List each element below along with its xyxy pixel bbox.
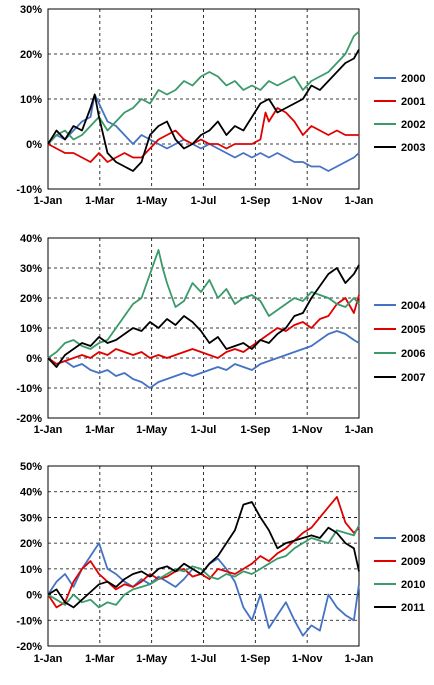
legend-label-2000: 2000 — [401, 73, 425, 85]
y-tick-label: -10% — [16, 615, 42, 627]
series-line-2009 — [47, 495, 360, 609]
y-tick-label: 10% — [20, 94, 42, 106]
x-tick-label: 1-Jan — [34, 424, 63, 436]
legend-label-2002: 2002 — [401, 119, 425, 131]
plot-area-frame — [47, 237, 360, 419]
y-tick-label: 50% — [20, 461, 42, 473]
x-tick-label: 1-Sep — [240, 653, 270, 665]
legend-label-2008: 2008 — [401, 533, 425, 545]
y-tick-label: 30% — [20, 263, 42, 275]
y-tick-label: -10% — [16, 184, 42, 196]
x-tick-label: 1-Mar — [85, 653, 115, 665]
x-tick-label: 1-May — [136, 653, 168, 665]
chart-panel-3: -20% -10% 0% 10% 20% 30% 40% 50% 1-Jan 1-Mar 1-May… — [16, 461, 425, 665]
x-tick-label: 1-Mar — [85, 424, 115, 436]
series-line-2005 — [47, 294, 360, 365]
x-tick-label: 1-Jan — [34, 653, 63, 665]
x-tick-label: 1-May — [136, 195, 168, 207]
legend-label-2009: 2009 — [401, 556, 425, 568]
y-tick-label: -10% — [16, 383, 42, 395]
plot-area-frame — [47, 8, 360, 190]
series-line-2003 — [47, 49, 360, 172]
x-tick-label: 1-Sep — [240, 424, 270, 436]
legend-label-2005: 2005 — [401, 324, 425, 336]
y-tick-label: 10% — [20, 323, 42, 335]
y-tick-label: 0% — [26, 353, 42, 365]
y-tick-label: 10% — [20, 564, 42, 576]
x-tick-label: 1-Sep — [240, 195, 270, 207]
x-tick-label: 1-Jan — [345, 424, 374, 436]
y-tick-label: -20% — [16, 641, 42, 653]
series-line-2007 — [47, 264, 360, 368]
series-line-2011 — [47, 501, 360, 609]
y-tick-label: -20% — [16, 413, 42, 425]
y-tick-label: 40% — [20, 487, 42, 499]
legend-label-2004: 2004 — [401, 300, 426, 312]
series-line-2010 — [47, 524, 360, 609]
x-tick-label: 1-Nov — [292, 195, 323, 207]
legend-label-2007: 2007 — [401, 372, 425, 384]
legend-label-2006: 2006 — [401, 348, 425, 360]
x-tick-label: 1-Jan — [34, 195, 63, 207]
y-tick-label: 20% — [20, 49, 42, 61]
chart-panel-1: -10% 0% 10% 20% 30% 1-Jan 1-Mar 1-May 1-Jul 1-Sep… — [16, 4, 425, 207]
y-tick-label: 20% — [20, 293, 42, 305]
plot-area-frame — [47, 465, 360, 647]
legend-label-2010: 2010 — [401, 579, 425, 591]
y-tick-label: 40% — [20, 233, 42, 245]
series-line-2001 — [47, 107, 359, 163]
legend-label-2001: 2001 — [401, 96, 425, 108]
x-tick-label: 1-Mar — [85, 195, 115, 207]
y-tick-label: 30% — [20, 4, 42, 16]
x-tick-label: 1-Jan — [345, 195, 374, 207]
y-tick-label: 20% — [20, 538, 42, 550]
x-tick-label: 1-May — [136, 424, 168, 436]
x-tick-label: 1-Jan — [345, 653, 374, 665]
series-line-2006 — [47, 249, 360, 359]
x-tick-label: 1-Nov — [292, 424, 323, 436]
y-tick-label: 0% — [26, 590, 42, 602]
x-tick-label: 1-Jul — [191, 424, 217, 436]
y-tick-label: 30% — [20, 512, 42, 524]
legend-label-2003: 2003 — [401, 142, 425, 154]
series-line-2004 — [47, 330, 360, 389]
x-tick-label: 1-Nov — [292, 653, 323, 665]
legend-label-2011: 2011 — [401, 602, 425, 614]
y-tick-label: 0% — [26, 139, 42, 151]
x-tick-label: 1-Jul — [191, 195, 217, 207]
x-tick-label: 1-Jul — [191, 653, 217, 665]
chart-panel-2: -20% -10% 0% 10% 20% 30% 40% 1-Jan 1-Mar 1-May 1-J… — [16, 233, 426, 436]
